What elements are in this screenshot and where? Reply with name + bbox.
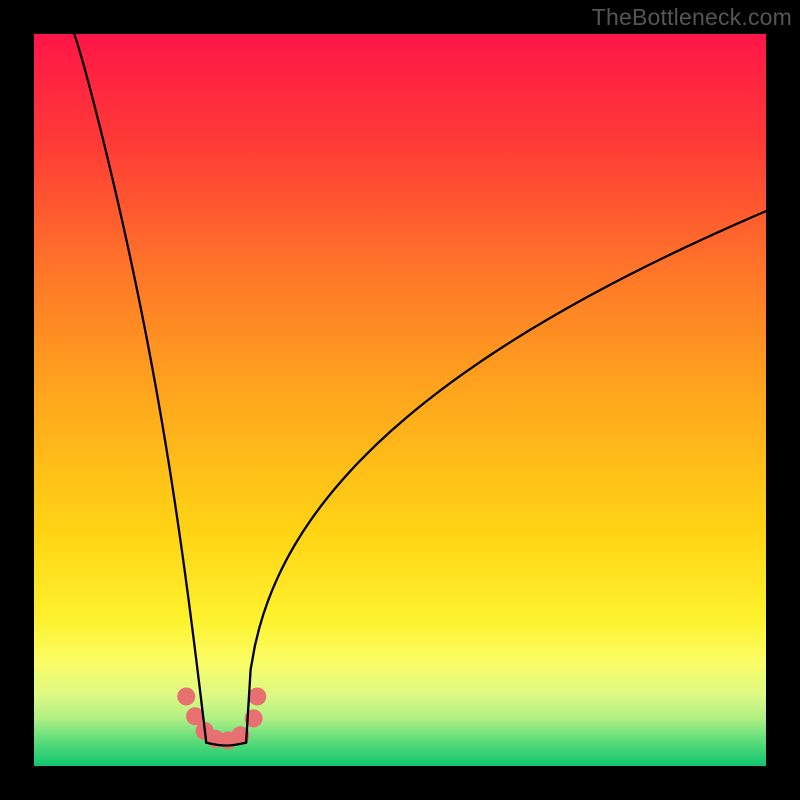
watermark-text: TheBottleneck.com — [592, 4, 792, 31]
valley-marker — [177, 687, 195, 705]
plot-background — [34, 34, 766, 766]
bottleneck-chart — [0, 0, 800, 800]
valley-marker — [248, 687, 266, 705]
